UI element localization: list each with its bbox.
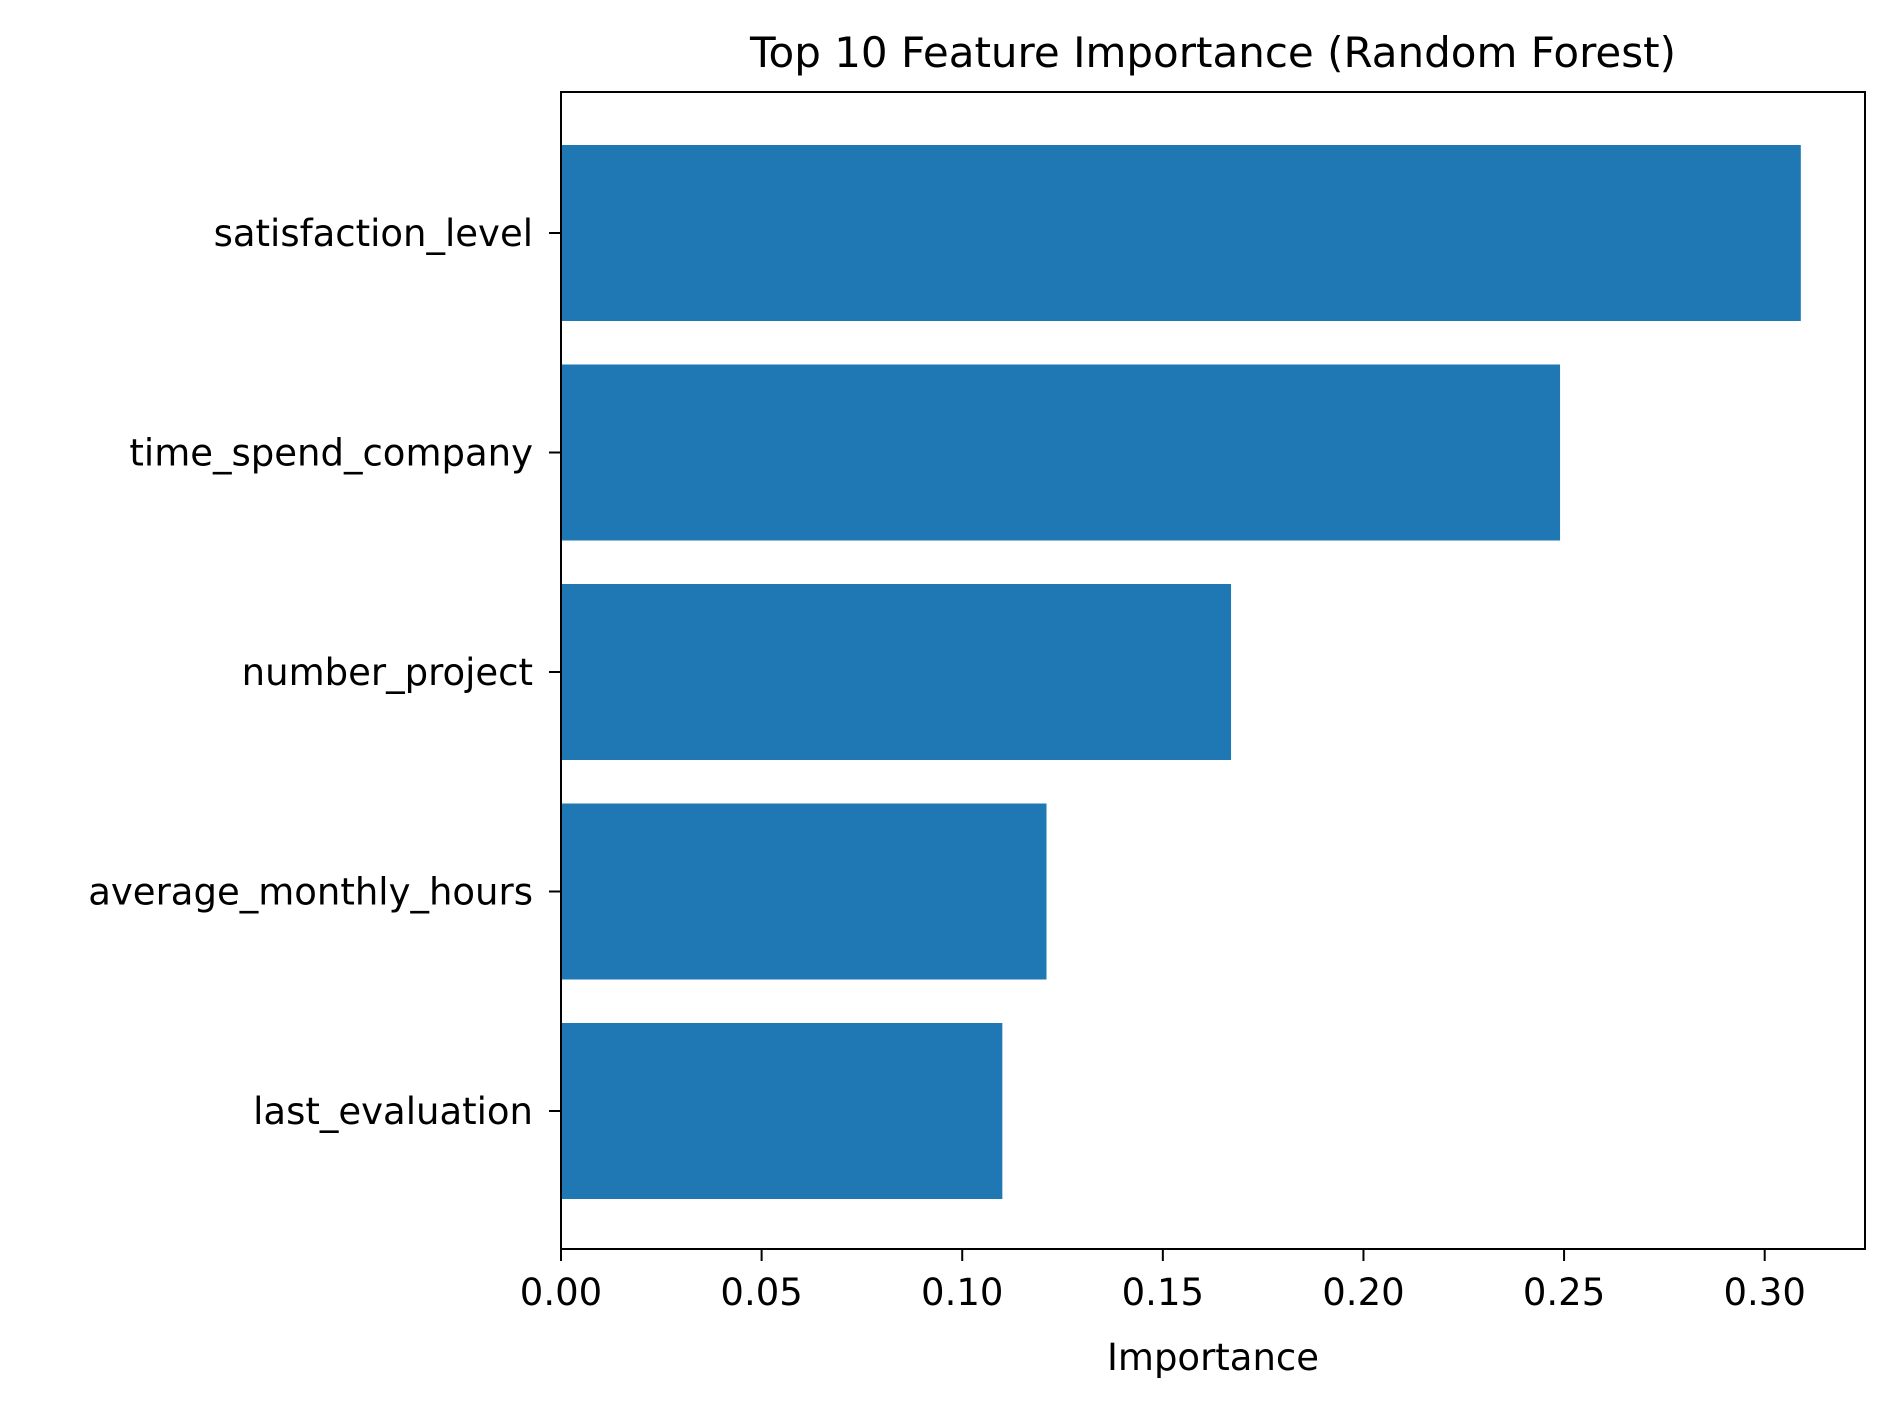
- x-tick-label: 0.15: [1122, 1271, 1204, 1314]
- chart-title: Top 10 Feature Importance (Random Forest…: [749, 28, 1676, 77]
- bars-layer: [561, 145, 1801, 1199]
- y-tick-label: average_monthly_hours: [88, 871, 533, 914]
- y-tick-label: time_spend_company: [129, 432, 533, 475]
- y-tick-label: last_evaluation: [253, 1090, 533, 1133]
- x-axis-label: Importance: [1107, 1336, 1319, 1379]
- bar-satisfaction-level: [561, 145, 1801, 321]
- bar-number-project: [561, 584, 1232, 760]
- x-tick-label: 0.25: [1523, 1271, 1605, 1314]
- plot-frame: [560, 91, 1866, 1250]
- x-tick-label: 0.00: [520, 1271, 602, 1314]
- x-tick-label: 0.05: [720, 1271, 802, 1314]
- bar-time-spend-company: [561, 364, 1561, 541]
- bar-average-monthly-hours: [561, 803, 1047, 980]
- y-tick-label: satisfaction_level: [214, 212, 533, 255]
- x-tick-label: 0.20: [1322, 1271, 1404, 1314]
- x-tick-label: 0.10: [921, 1271, 1003, 1314]
- bar-last-evaluation: [561, 1023, 1003, 1199]
- y-axis-ticks: satisfaction_level time_spend_companynumb…: [88, 212, 561, 1133]
- y-tick-label: number_project: [242, 651, 533, 694]
- x-tick-label: 0.30: [1723, 1271, 1805, 1314]
- x-axis-ticks: 0.00 0.05 0.10 0.15 0.20 0.25 0.30: [520, 1249, 1806, 1314]
